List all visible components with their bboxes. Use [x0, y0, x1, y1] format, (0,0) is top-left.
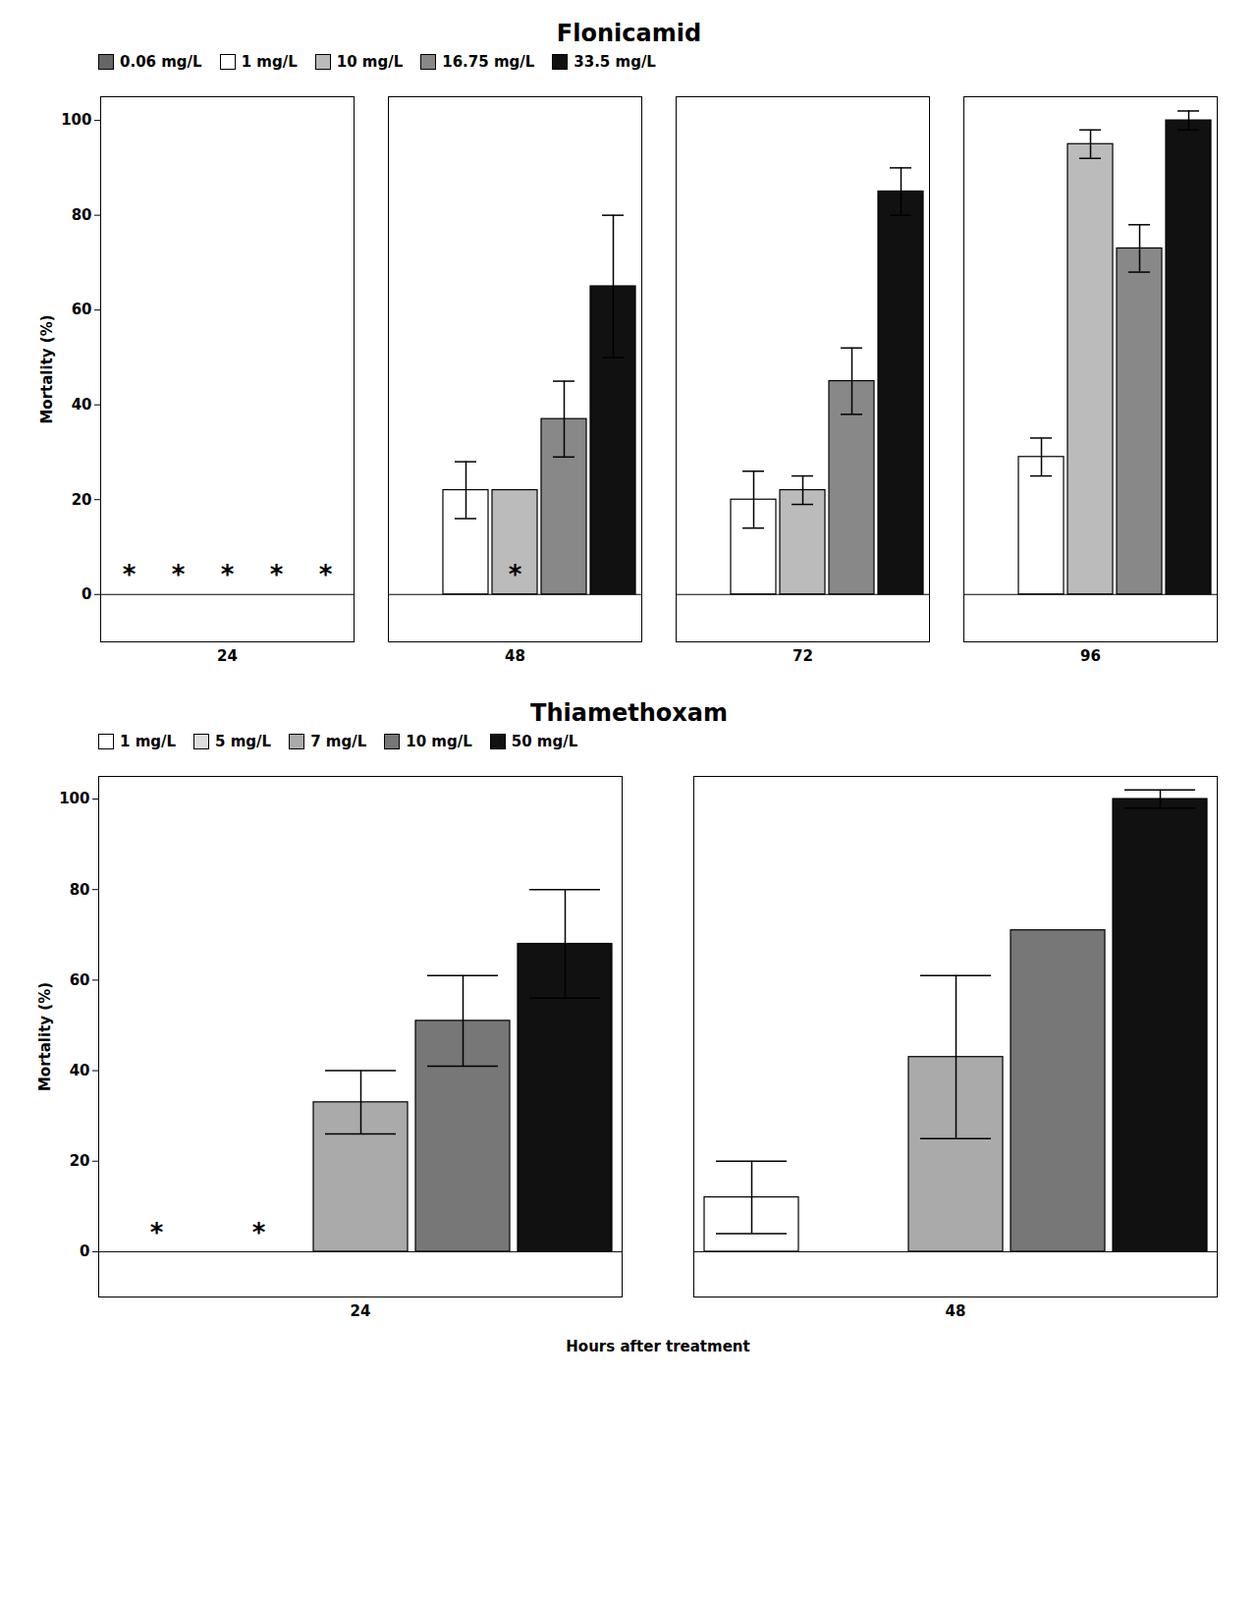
svg-text:*: * [220, 559, 235, 590]
html-text:16.75 mg/L: 16.75 mg/L [442, 53, 535, 71]
svg-text:48: 48 [504, 647, 526, 665]
svg-text:80: 80 [71, 206, 93, 224]
html-text:33.5 mg/L: 33.5 mg/L [573, 53, 656, 71]
svg-text:*: * [270, 559, 284, 590]
svg-text:20: 20 [71, 491, 93, 509]
html-text:Thiamethoxam: Thiamethoxam [530, 699, 728, 727]
html-text:0.06 mg/L: 0.06 mg/L [119, 53, 202, 71]
svg-text:80: 80 [69, 880, 91, 899]
html-text:1 mg/L: 1 mg/L [119, 732, 176, 751]
svg-text:*: * [150, 1217, 165, 1248]
html-text:1 mg/L: 1 mg/L [241, 53, 298, 71]
svg-text:Mortality (%): Mortality (%) [38, 314, 56, 424]
html-text:10 mg/L: 10 mg/L [405, 732, 473, 751]
html-text:50 mg/L: 50 mg/L [511, 732, 578, 751]
svg-text:48: 48 [945, 1302, 967, 1320]
svg-text:60: 60 [69, 971, 91, 989]
svg-text:24: 24 [350, 1302, 372, 1320]
svg-text:*: * [171, 559, 186, 590]
svg-text:60: 60 [71, 300, 93, 319]
svg-text:0: 0 [81, 585, 92, 603]
html-text:Flonicamid: Flonicamid [556, 19, 702, 48]
svg-text:40: 40 [71, 395, 93, 414]
html-text:7 mg/L: 7 mg/L [310, 732, 367, 751]
svg-text:*: * [122, 559, 137, 590]
svg-text:*: * [252, 1217, 267, 1248]
svg-text:Mortality (%): Mortality (%) [36, 982, 55, 1092]
svg-text:24: 24 [217, 647, 238, 665]
svg-text:100: 100 [58, 789, 90, 808]
svg-text:100: 100 [60, 110, 92, 129]
svg-text:Hours after treatment: Hours after treatment [565, 1337, 750, 1356]
svg-text:96: 96 [1080, 647, 1101, 665]
html-text:5 mg/L: 5 mg/L [215, 732, 272, 751]
svg-text:0: 0 [79, 1242, 90, 1260]
svg-text:40: 40 [69, 1061, 91, 1080]
svg-text:72: 72 [792, 647, 814, 665]
html-text:10 mg/L: 10 mg/L [336, 53, 403, 71]
svg-text:20: 20 [69, 1151, 91, 1170]
svg-text:*: * [508, 559, 523, 590]
svg-text:*: * [319, 559, 333, 590]
